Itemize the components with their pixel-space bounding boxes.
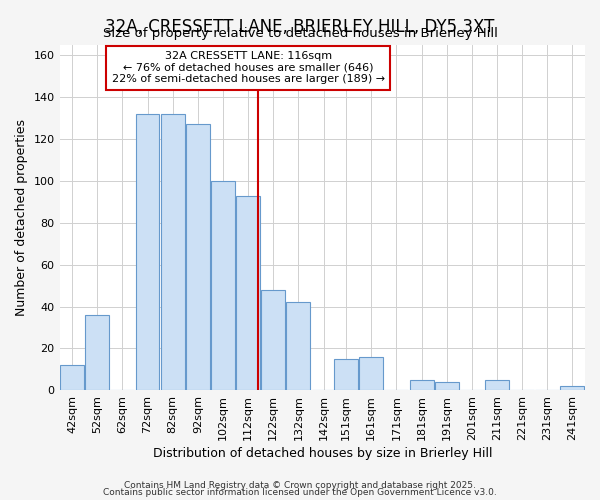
Bar [560,386,584,390]
Bar [85,315,109,390]
Bar [161,114,185,390]
Bar [236,196,260,390]
Bar [286,302,310,390]
Bar [262,290,285,390]
Bar [186,124,210,390]
Text: Contains public sector information licensed under the Open Government Licence v3: Contains public sector information licen… [103,488,497,497]
Text: 32A, CRESSETT LANE, BRIERLEY HILL, DY5 3XT: 32A, CRESSETT LANE, BRIERLEY HILL, DY5 3… [106,18,494,36]
Bar [359,356,383,390]
X-axis label: Distribution of detached houses by size in Brierley Hill: Distribution of detached houses by size … [152,447,492,460]
Text: 32A CRESSETT LANE: 116sqm
← 76% of detached houses are smaller (646)
22% of semi: 32A CRESSETT LANE: 116sqm ← 76% of detac… [112,52,385,84]
Bar [60,365,84,390]
Bar [435,382,458,390]
Y-axis label: Number of detached properties: Number of detached properties [15,119,28,316]
Bar [211,181,235,390]
Text: Size of property relative to detached houses in Brierley Hill: Size of property relative to detached ho… [103,28,497,40]
Bar [410,380,434,390]
Bar [485,380,509,390]
Bar [334,359,358,390]
Text: Contains HM Land Registry data © Crown copyright and database right 2025.: Contains HM Land Registry data © Crown c… [124,480,476,490]
Bar [136,114,160,390]
